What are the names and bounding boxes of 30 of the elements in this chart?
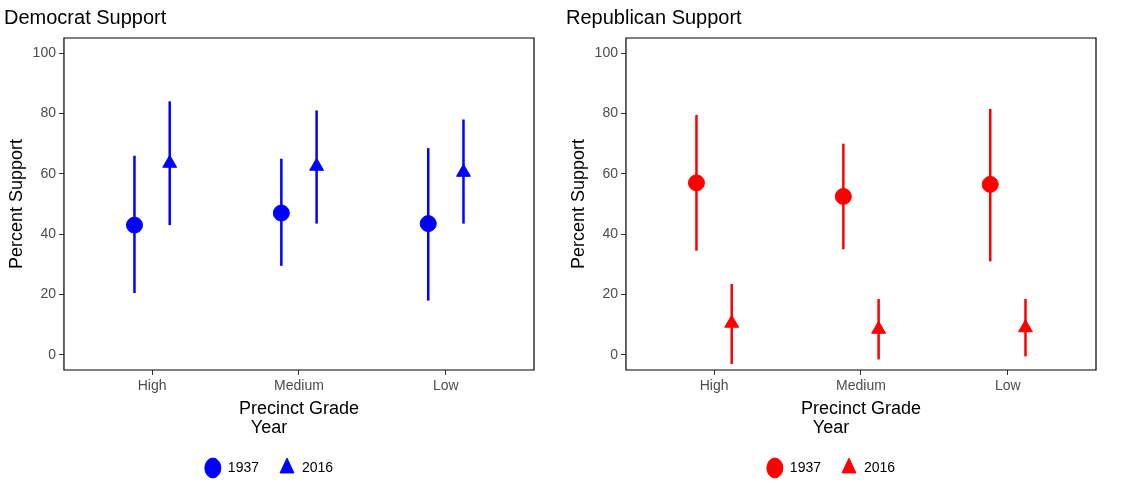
legend-label: 2016: [302, 458, 334, 475]
x-tick-label: High: [699, 377, 729, 394]
x-tick-label: Medium: [836, 377, 886, 394]
x-axis-title: Precinct Grade: [238, 397, 360, 418]
x-tick-label: Low: [433, 377, 460, 394]
legend-label: 2016: [864, 458, 896, 475]
y-tick-label: 40: [40, 225, 57, 242]
y-axis-title: Percent Support: [5, 138, 26, 270]
x-axis-title: Precinct Grade: [800, 397, 922, 418]
y-tick-label: 100: [32, 43, 57, 60]
y-axis-title: Percent Support: [567, 138, 588, 270]
legend-title: Year: [812, 417, 850, 438]
x-tick-label: Low: [995, 377, 1022, 394]
chart-title: Republican Support: [566, 5, 743, 28]
legend-label: 1937: [227, 458, 260, 475]
y-tick-label: 40: [602, 225, 619, 242]
chart-title: Democrat Support: [4, 5, 167, 28]
y-tick-label: 20: [40, 285, 57, 302]
y-tick-label: 60: [602, 164, 619, 181]
y-tick-label: 80: [602, 104, 619, 121]
y-tick-label: 80: [40, 104, 57, 121]
x-tick-label: Medium: [274, 377, 324, 394]
legend-label: 1937: [789, 458, 822, 475]
legend-title: Year: [250, 417, 288, 438]
y-tick-label: 100: [594, 43, 619, 60]
x-tick-label: High: [137, 377, 167, 394]
y-tick-label: 0: [610, 345, 619, 362]
y-tick-label: 0: [48, 345, 57, 362]
y-tick-label: 20: [602, 285, 619, 302]
y-tick-label: 60: [40, 164, 57, 181]
